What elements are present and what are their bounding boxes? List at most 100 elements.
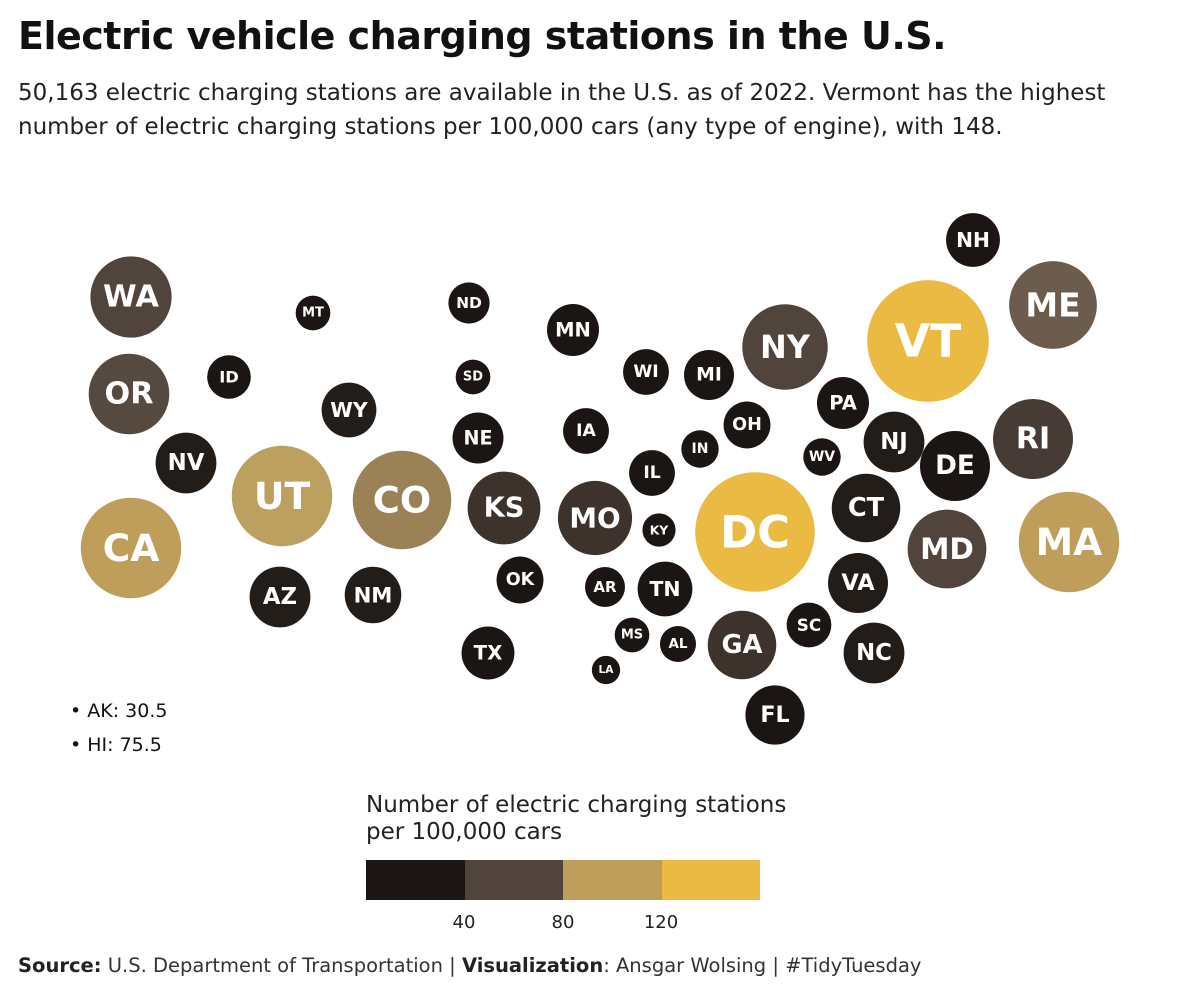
state-bubble-co: CO <box>352 450 452 550</box>
chart-title: Electric vehicle charging stations in th… <box>18 14 947 58</box>
state-label: AL <box>668 636 687 652</box>
visualization-text: : Ansgar Wolsing | #TidyTuesday <box>603 954 922 977</box>
state-bubble-oh: OH <box>723 401 771 449</box>
state-circle <box>155 432 217 494</box>
state-circle <box>920 431 990 501</box>
state-bubble-pa: PA <box>817 377 869 429</box>
state-label: NC <box>856 640 892 666</box>
state-circle <box>684 350 734 400</box>
state-circle <box>88 353 170 435</box>
state-bubble-nh: NH <box>946 213 1000 267</box>
state-circle <box>231 445 333 547</box>
state-circle <box>637 561 693 617</box>
legend-swatch-3 <box>563 860 662 900</box>
state-label: MI <box>696 365 722 386</box>
state-circle <box>1018 491 1120 593</box>
state-bubble-or: OR <box>88 353 170 435</box>
chart-subtitle: 50,163 electric charging stations are av… <box>18 80 1106 140</box>
state-circle <box>585 567 625 607</box>
state-circle <box>867 280 989 402</box>
state-bubble-mn: MN <box>547 304 599 356</box>
state-label: IL <box>643 463 660 483</box>
legend-tick-label: 80 <box>551 912 575 933</box>
state-bubble-mi: MI <box>684 350 734 400</box>
note-alaska: • AK: 30.5 <box>70 700 168 722</box>
source-label: Source: <box>18 954 102 977</box>
legend-title-line1: Number of electric charging stations <box>366 792 787 818</box>
state-bubble-sc: SC <box>786 602 832 648</box>
state-label: IA <box>576 421 596 441</box>
state-bubble-ky: KY <box>642 513 676 547</box>
state-bubble-ny: NY <box>742 304 828 390</box>
legend-title-line2: per 100,000 cars <box>366 819 563 845</box>
state-label: RI <box>1016 422 1050 457</box>
state-label: VA <box>841 570 875 596</box>
source-text: U.S. Department of Transportation | <box>107 954 456 977</box>
state-circle <box>249 566 311 628</box>
state-circle <box>591 655 621 685</box>
state-label: OK <box>506 570 536 590</box>
state-label: MS <box>621 628 643 643</box>
state-label: CA <box>103 526 160 570</box>
state-circle <box>547 304 599 356</box>
state-bubble-wi: WI <box>623 349 669 395</box>
state-circle <box>681 430 719 468</box>
state-bubble-de: DE <box>920 431 990 501</box>
state-label: DC <box>720 506 790 559</box>
state-circle <box>1009 261 1097 349</box>
state-label: WI <box>633 362 658 382</box>
state-bubble-ar: AR <box>585 567 625 607</box>
state-circle <box>907 509 987 589</box>
state-circle <box>817 377 869 429</box>
state-circle <box>786 602 832 648</box>
state-bubble-me: ME <box>1009 261 1097 349</box>
state-circle <box>723 401 771 449</box>
state-circle <box>831 473 901 543</box>
state-circle <box>629 450 675 496</box>
state-label: AR <box>593 578 617 596</box>
state-bubble-dc: DC <box>695 472 815 592</box>
state-label: ID <box>219 368 239 387</box>
state-label: KS <box>484 493 525 524</box>
state-bubble-ma: MA <box>1018 491 1120 593</box>
state-label: OH <box>732 415 762 435</box>
state-bubble-ks: KS <box>467 471 541 545</box>
state-circle <box>344 566 402 624</box>
state-label: NY <box>760 328 811 366</box>
state-label: MT <box>302 306 324 321</box>
legend-color-bar <box>366 860 760 900</box>
state-circle <box>614 617 650 653</box>
state-label: NM <box>354 583 393 608</box>
state-label: DE <box>935 451 975 481</box>
state-circle <box>742 304 828 390</box>
state-label: WY <box>330 398 369 422</box>
state-circle <box>946 213 1000 267</box>
state-label: MO <box>569 502 620 535</box>
state-bubble-sd: SD <box>455 359 491 395</box>
state-label: SD <box>463 370 483 385</box>
legend-swatch-2 <box>464 860 563 900</box>
state-label: FL <box>760 702 789 728</box>
state-label: PA <box>829 392 857 415</box>
state-circle <box>659 625 697 663</box>
state-label: ND <box>456 294 482 312</box>
state-bubble-fl: FL <box>745 685 805 745</box>
state-circle <box>448 282 490 324</box>
state-circle <box>843 622 905 684</box>
state-label: TN <box>649 577 680 601</box>
state-label: TX <box>474 642 503 665</box>
state-bubble-ok: OK <box>496 556 544 604</box>
state-circle <box>993 399 1073 479</box>
state-label: IN <box>692 441 709 457</box>
state-bubble-ia: IA <box>563 408 609 454</box>
state-label: NV <box>168 450 205 476</box>
source-caption: Source: U.S. Department of Transportatio… <box>18 954 921 977</box>
state-label: NH <box>956 228 990 252</box>
legend-swatch-1 <box>366 860 465 900</box>
state-circle <box>828 553 888 613</box>
state-bubble-ne: NE <box>452 412 504 464</box>
state-bubble-md: MD <box>907 509 987 589</box>
state-label: KY <box>650 523 670 538</box>
state-bubble-vt: VT <box>867 280 989 402</box>
